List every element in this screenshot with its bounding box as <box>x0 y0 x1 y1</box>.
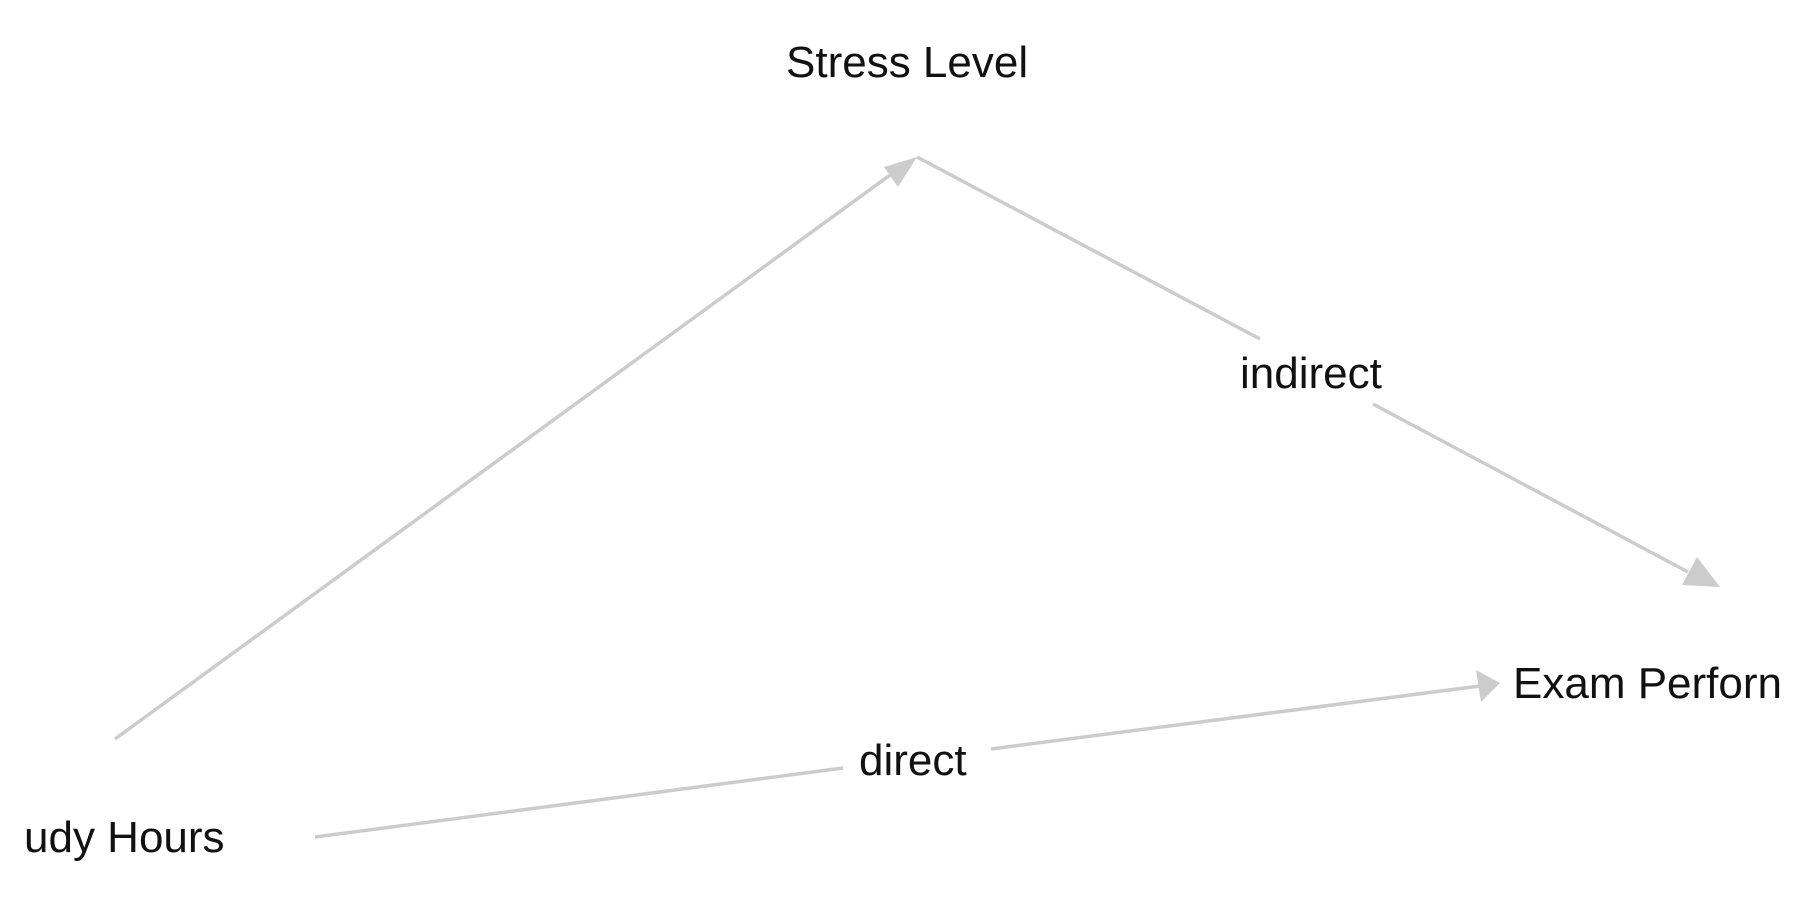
node-study-hours: udy Hours <box>24 813 225 862</box>
edge-line-upper <box>916 155 1261 341</box>
edge-label-direct: direct <box>859 736 967 785</box>
edge-line-right <box>990 684 1481 751</box>
edge-study-to-exam <box>314 670 1500 839</box>
arrowhead-icon <box>1476 670 1500 702</box>
arrowhead-icon <box>884 157 917 187</box>
edge-line <box>113 168 899 741</box>
node-exam-performance: Exam Perforn <box>1513 659 1782 708</box>
arrowhead-icon <box>1682 557 1720 587</box>
edge-line-lower <box>1372 402 1689 574</box>
edge-line-left <box>314 766 844 839</box>
edge-study-to-stress <box>113 157 917 741</box>
edge-stress-to-exam <box>916 155 1720 587</box>
edge-label-indirect: indirect <box>1240 349 1382 398</box>
node-stress-level: Stress Level <box>786 38 1028 87</box>
